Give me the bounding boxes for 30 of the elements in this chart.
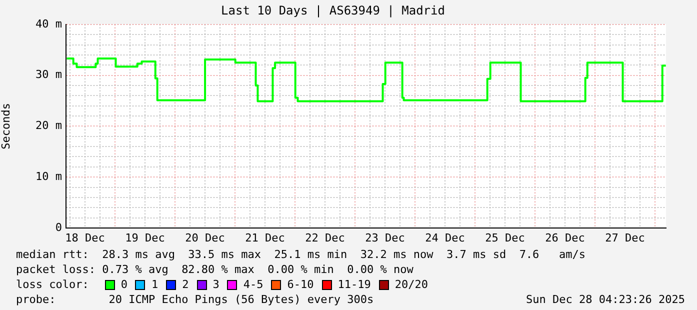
x-tick-label: 21 Dec — [245, 231, 285, 244]
text: loss color: — [16, 277, 89, 292]
x-tick-label: 19 Dec — [125, 231, 165, 244]
x-tick-label: 23 Dec — [365, 231, 405, 244]
y-tick-label: 40 m — [36, 17, 62, 30]
x-tick-label: 24 Dec — [425, 231, 465, 244]
chart-title: Last 10 Days | AS63949 | Madrid — [221, 3, 445, 18]
y-tick-label: 10 m — [36, 170, 62, 183]
y-axis-title: Seconds — [0, 103, 12, 150]
text: median rtt: 28.3 ms avg 33.5 ms max 25.1 ms min 32.2 ms now 3.7 ms sd 7.6 am/s — [16, 247, 586, 262]
x-tick-label: 18 Dec — [65, 231, 105, 244]
y-tick-label: 0 — [55, 220, 62, 234]
text: 3 — [212, 277, 220, 292]
x-tick-label: 22 Dec — [305, 231, 345, 244]
x-tick-label: 27 Dec — [605, 231, 645, 244]
legend-label: 0 — [120, 277, 128, 292]
text: 11-19 — [338, 277, 371, 292]
y-tick-label: 30 m — [36, 68, 62, 82]
x-tick-label: 25 Dec — [485, 231, 525, 244]
text: probe: 20 ICMP Echo Pings (56 Bytes) every 300s — [16, 292, 374, 307]
y-tick-label: 20 m — [36, 119, 62, 132]
text: 4-5 — [243, 277, 264, 292]
x-tick-label: 20 Dec — [185, 231, 225, 244]
text: 20/20 — [394, 277, 428, 292]
text: 1 — [151, 277, 158, 292]
text: Sun Dec 28 04:23:26 2025 — [526, 292, 685, 307]
x-tick-label: 26 Dec — [545, 231, 585, 244]
text: 2 — [182, 277, 189, 292]
text: packet loss: 0.73 % avg 82.80 % max 0.00 % min 0.00 % now — [16, 262, 414, 277]
text: 6-10 — [287, 277, 314, 292]
